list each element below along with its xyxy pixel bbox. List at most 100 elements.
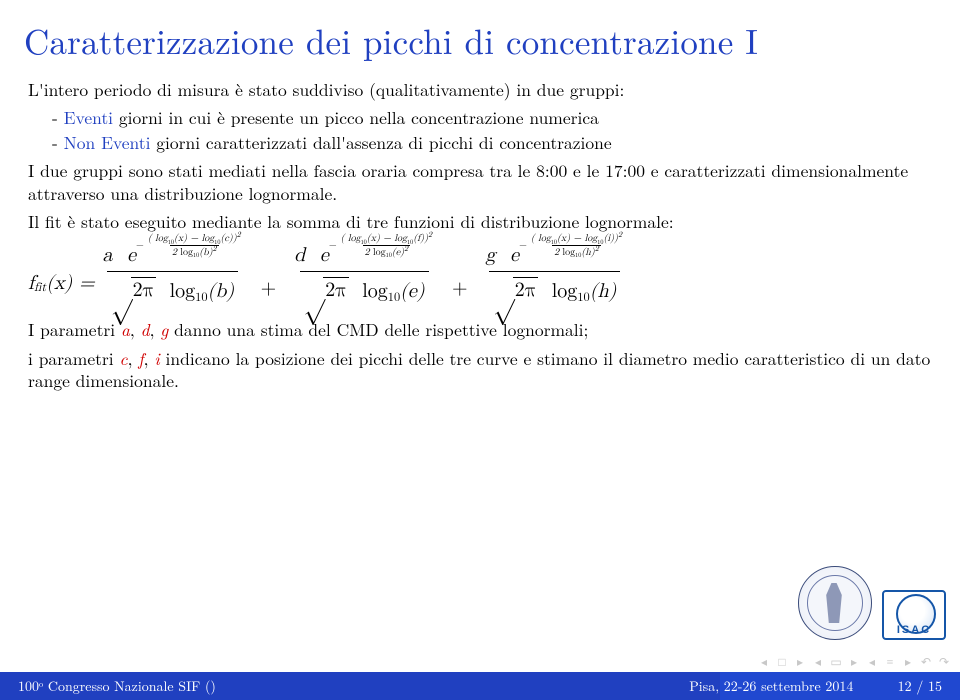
t: 10	[386, 253, 392, 259]
plus-1: +	[251, 248, 287, 302]
bullet-label: Eventi	[64, 105, 113, 130]
surd-icon: √	[493, 277, 515, 310]
t: (b)	[208, 281, 235, 301]
t: 100	[18, 676, 39, 696]
nav-prev-frame-icon[interactable]: ◂	[864, 653, 880, 670]
fit-sub: fit	[34, 281, 46, 297]
slide-body: L'intero periodo di misura è stato suddi…	[0, 65, 960, 392]
numerator-3: g e − ( log10(x) − log10(i))2	[482, 243, 628, 271]
exp-num: ( log10(x) − log10(i))2	[529, 233, 624, 245]
t: log	[180, 247, 193, 257]
t: 2	[237, 231, 241, 239]
denominator-1: √ 2π log10(b)	[107, 271, 238, 307]
exp-3: e − ( log10(x) − log10(i))2 2 log10(h)2	[510, 243, 624, 269]
paragraph-1: I due gruppi sono stati mediati nella fa…	[28, 160, 932, 205]
exp-num: ( log10(x) − log10(c))2	[146, 233, 243, 245]
formula: ffit(x) = a e − ( log10(x) − l	[28, 243, 932, 307]
t: 2	[365, 247, 370, 257]
denominator-2: √ 2π log10(e)	[300, 271, 429, 307]
exp-den: 2 log10(b)2	[170, 245, 219, 258]
t: 2	[172, 247, 177, 257]
nav-slide-icon[interactable]: ▭	[828, 653, 844, 670]
t: 10	[361, 240, 367, 246]
logo-area: ISAC	[798, 566, 946, 640]
t: indicano la posizione dei picchi delle t…	[28, 346, 930, 393]
t: I parametri	[28, 317, 121, 342]
paragraph-4: i parametri c, f, i indicano la posizion…	[28, 348, 932, 393]
beamer-nav-icons: ◂ □ ▸ ◂ ▭ ▸ ◂ ≡ ▸ ↶ ↷	[756, 653, 952, 670]
exp-den: 2 log10(h)2	[552, 245, 601, 258]
t: (e)	[392, 247, 404, 257]
t: 2π	[133, 280, 155, 300]
bullet-eventi: Eventi giorni in cui è presente un picco…	[70, 107, 932, 129]
fraction-3: g e − ( log10(x) − log10(i))2	[482, 243, 628, 307]
t: 2	[618, 231, 622, 239]
exponent-2: − ( log10(x) − log10(f))2 2 log10(e)2	[329, 233, 434, 257]
t: i parametri	[28, 346, 120, 371]
bullet-list: Eventi giorni in cui è presente un picco…	[28, 107, 932, 154]
param-d: d	[141, 317, 150, 342]
coef-d: d	[294, 243, 305, 269]
radicand: 2π	[513, 277, 539, 304]
nav-forward-icon[interactable]: ↷	[936, 653, 952, 670]
t: 10	[168, 240, 174, 246]
nav-next-section-icon[interactable]: ▸	[792, 653, 808, 670]
e: e	[127, 243, 136, 269]
t: 2	[554, 247, 559, 257]
minus: −	[329, 239, 337, 252]
term-2: d e − ( log10(x) − log10(f))2	[290, 243, 438, 307]
page-number: 12 / 15	[898, 676, 942, 696]
nav-next-frame-icon[interactable]: ▸	[900, 653, 916, 670]
plus-2: +	[442, 248, 478, 302]
isac-text: ISAC	[884, 624, 944, 636]
t: 10	[193, 253, 199, 259]
footer-left: 100o Congresso Nazionale SIF ()	[0, 676, 689, 696]
numerator-2: d e − ( log10(x) − log10(f))2	[290, 243, 438, 271]
bullet-non-eventi: Non Eventi giorni caratterizzati dall'as…	[70, 132, 932, 154]
nav-prev-section-icon[interactable]: ◂	[756, 653, 772, 670]
slide: Caratterizzazione dei picchi di concentr…	[0, 0, 960, 700]
param-a: a	[121, 317, 130, 342]
t: ( log	[341, 233, 361, 243]
t: 10	[195, 292, 207, 304]
slide-title: Caratterizzazione dei picchi di concentr…	[0, 0, 960, 65]
t: (x) − log	[557, 233, 597, 243]
numerator-1: a e − ( log10(x) − log10(c))2	[99, 243, 247, 271]
t: (h)	[590, 281, 617, 301]
t: (x) − log	[174, 233, 214, 243]
ordinal-o: o	[39, 679, 43, 690]
t: 2	[404, 245, 408, 253]
e: e	[320, 243, 329, 269]
surd-icon: √	[111, 277, 133, 310]
t: (e)	[400, 281, 424, 301]
coef-a: a	[103, 243, 113, 269]
t: 2	[428, 231, 432, 239]
term-1: a e − ( log10(x) − log10(c))2	[99, 243, 247, 307]
nav-next-slide-icon[interactable]: ▸	[846, 653, 862, 670]
t: 2	[595, 245, 599, 253]
t: 2	[213, 245, 217, 253]
nav-frame-icon[interactable]: ≡	[882, 653, 898, 670]
t: Congresso Nazionale SIF ()	[43, 676, 216, 696]
t: log	[552, 281, 578, 301]
seal-figure-icon	[821, 583, 847, 623]
formula-lhs: ffit(x) =	[28, 243, 95, 297]
exp-frac-2: ( log10(x) − log10(f))2 2 log10(e)2	[339, 233, 434, 257]
param-f: f	[138, 346, 143, 371]
minus: −	[519, 239, 527, 252]
t: danno una stima del CMD delle rispettive…	[168, 317, 588, 342]
t: log	[170, 281, 196, 301]
t: (f)	[413, 233, 424, 243]
nav-prev-slide-icon[interactable]: ◂	[810, 653, 826, 670]
t: log	[362, 281, 388, 301]
bullet-label: Non Eventi	[64, 130, 151, 155]
nav-back-icon[interactable]: ↶	[918, 653, 934, 670]
denominator-3: √ 2π log10(h)	[489, 271, 620, 307]
bullet-text: giorni in cui è presente un picco nella …	[113, 105, 599, 130]
footer-right: Pisa, 22-26 settembre 2014 12 / 15	[689, 676, 960, 696]
surd-icon: √	[304, 277, 326, 310]
t: (b)	[199, 247, 212, 257]
nav-section-icon[interactable]: □	[774, 653, 790, 670]
exp-num: ( log10(x) − log10(f))2	[339, 233, 434, 245]
t: log	[562, 247, 575, 257]
